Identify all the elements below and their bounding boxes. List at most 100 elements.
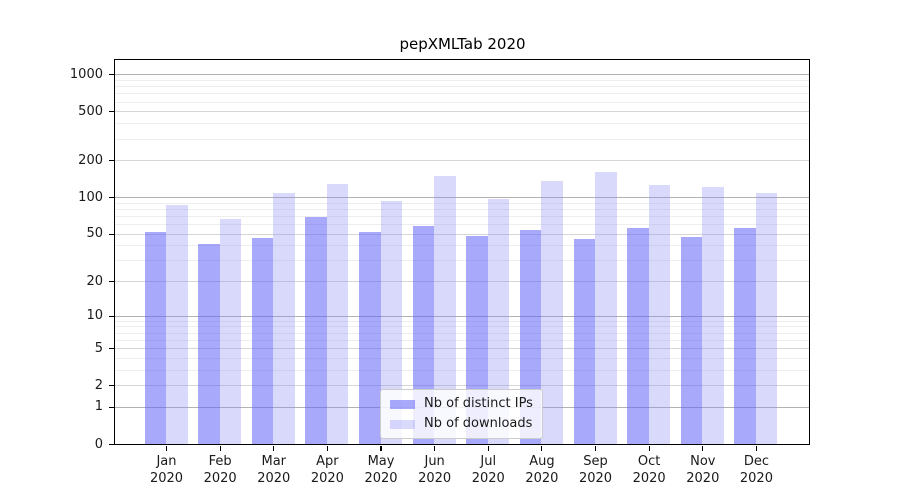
bar-distinct-ips-mar [251,237,274,444]
y-tick-5 [109,348,115,350]
minor-gridline-70 [115,215,809,217]
y-tick-500 [109,111,115,113]
legend-label-distinct-ips: Nb of distinct IPs [424,396,533,411]
bar-downloads-feb [219,219,242,444]
gridline-200 [115,160,809,162]
bar-downloads-sep [595,171,617,444]
bar-downloads-jun [434,175,456,444]
y-tick-label-5: 5 [94,340,103,356]
y-tick-20 [109,281,115,283]
gridline-20 [115,281,809,283]
bar-distinct-ips-nov [680,236,703,444]
x-tick-feb [219,445,221,451]
chart-title: pepXMLTab 2020 [399,35,526,53]
x-tick-label-jan: Jan 2020 [149,453,184,486]
x-tick-may [380,445,382,451]
minor-gridline-9 [115,320,809,322]
x-tick-sep [594,445,597,451]
legend-swatch-distinct-ips [390,399,415,409]
minor-gridline-90 [115,202,809,204]
y-tick-1 [109,406,115,408]
gridline-2 [115,385,809,387]
bar-downloads-may [380,200,403,444]
x-tick-jan [165,445,168,451]
x-tick-label-nov: Nov 2020 [686,453,720,486]
y-tick-label-200: 200 [78,152,103,168]
bar-downloads-mar [273,192,295,444]
y-tick-1000 [109,74,115,76]
minor-gridline-700 [115,93,809,95]
bar-distinct-ips-feb [198,244,220,444]
y-tick-label-1: 1 [94,399,103,415]
bar-downloads-dec [755,192,778,444]
y-tick-0 [109,443,115,446]
x-tick-oct [648,445,650,451]
bar-distinct-ips-may [359,231,381,444]
minor-gridline-30 [115,260,809,262]
minor-gridline-6 [115,339,809,341]
y-tick-label-50: 50 [86,226,103,242]
minor-gridline-600 [115,101,809,103]
x-tick-apr [326,445,328,451]
legend-label-downloads: Nb of downloads [424,416,533,431]
y-tick-2 [109,385,115,387]
y-tick-10 [109,315,115,317]
x-tick-jun [434,445,436,451]
plot-area: Nb of distinct IPs Nb of downloads [114,59,810,445]
x-tick-label-jul: Jul 2020 [471,453,505,486]
bar-downloads-aug [541,181,563,444]
bar-downloads-oct [648,184,671,444]
x-tick-label-jun: Jun 2020 [418,453,452,486]
minor-gridline-60 [115,224,809,226]
gridline-50 [115,233,809,235]
bar-distinct-ips-apr [305,217,327,444]
y-tick-label-500: 500 [78,103,103,119]
y-tick-200 [109,160,115,162]
y-tick-label-2: 2 [94,377,103,393]
bar-distinct-ips-jan [144,231,166,444]
bar-distinct-ips-dec [734,227,756,444]
minor-gridline-7 [115,332,809,334]
gridline-500 [115,111,809,113]
bar-downloads-nov [702,186,724,444]
minor-gridline-40 [115,245,809,247]
minor-gridline-80 [115,208,809,210]
y-tick-100 [109,196,115,199]
x-tick-label-mar: Mar 2020 [257,453,291,486]
bar-downloads-jul [487,198,510,444]
x-tick-label-apr: Apr 2020 [310,453,344,486]
minor-gridline-300 [115,138,809,140]
legend-item-distinct-ips: Nb of distinct IPs [390,396,533,412]
gridline-10 [115,315,809,317]
y-tick-label-10: 10 [86,308,103,324]
minor-gridline-400 [115,123,809,125]
bar-distinct-ips-sep [573,239,596,444]
x-tick-label-aug: Aug 2020 [525,453,559,486]
x-tick-label-feb: Feb 2020 [203,453,237,486]
bar-downloads-jan [166,205,188,444]
gridline-100 [115,197,809,199]
minor-gridline-900 [115,79,809,81]
x-tick-jul [487,445,489,451]
gridline-5 [115,348,809,350]
y-tick-label-0: 0 [94,436,103,452]
minor-gridline-3 [115,369,809,371]
minor-gridline-800 [115,86,809,88]
minor-gridline-4 [115,357,809,359]
x-tick-label-sep: Sep 2020 [578,453,613,486]
x-tick-label-dec: Dec 2020 [739,453,773,486]
gridline-1000 [115,74,809,76]
y-tick-50 [109,233,115,235]
y-tick-label-20: 20 [86,273,103,289]
legend-item-downloads: Nb of downloads [390,416,533,432]
legend: Nb of distinct IPs Nb of downloads [380,389,543,439]
y-tick-label-100: 100 [78,189,103,205]
bar-distinct-ips-oct [627,227,649,444]
x-tick-mar [273,445,275,451]
x-tick-label-may: May 2020 [364,453,398,486]
y-tick-label-1000: 1000 [69,66,103,82]
x-tick-label-oct: Oct 2020 [632,453,666,486]
bar-downloads-apr [326,184,349,444]
x-tick-aug [541,445,543,451]
